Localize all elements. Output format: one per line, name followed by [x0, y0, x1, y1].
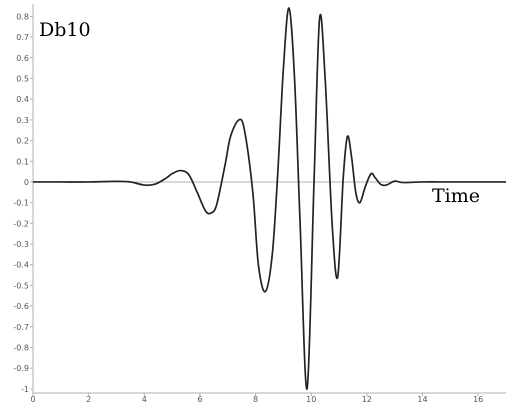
y-tick-label: 0.8 [16, 12, 29, 21]
x-tick-label: 6 [197, 395, 202, 403]
x-tick-label: 8 [253, 395, 258, 403]
y-tick-label: 0 [24, 178, 29, 187]
x-axis-label: Time [432, 185, 480, 207]
y-tick-label: -0.7 [13, 323, 29, 332]
x-tick-label: 0 [30, 395, 35, 403]
series-line [33, 7, 506, 390]
y-tick-label: 0.2 [16, 137, 29, 146]
y-tick-label: -0.9 [13, 364, 29, 373]
y-tick-label: 0.1 [16, 157, 29, 166]
chart-title: Db10 [39, 19, 91, 41]
x-tick-label: 4 [142, 395, 147, 403]
y-tick-label: -0.2 [13, 219, 29, 228]
x-tick-label: 12 [362, 395, 372, 403]
x-tick-label: 2 [86, 395, 91, 403]
y-tick-label: -0.6 [13, 302, 29, 311]
y-tick-label: -0.3 [13, 240, 29, 249]
y-tick-label: 0.5 [16, 74, 29, 83]
x-tick-label: 16 [473, 395, 483, 403]
x-axis-ticks: 0 2 4 6 8 10 12 14 16 [30, 393, 483, 403]
y-tick-label: -1 [21, 385, 29, 394]
x-tick-label: 14 [417, 395, 427, 403]
y-tick-label: 0.7 [16, 33, 29, 42]
y-tick-label: -0.8 [13, 343, 29, 352]
y-tick-label: -0.5 [13, 281, 29, 290]
y-tick-label: 0.4 [16, 95, 29, 104]
y-tick-label: -0.4 [13, 261, 29, 270]
y-tick-label: 0.6 [16, 54, 29, 63]
x-tick-label: 10 [306, 395, 316, 403]
y-tick-label: 0.3 [16, 116, 29, 125]
y-axis-ticks: 0.8 0.7 0.6 0.5 0.4 0.3 0.2 0.1 0 -0.1 -0.2 -0.3 -0.… [13, 12, 33, 394]
y-tick-label: -0.1 [13, 199, 29, 208]
